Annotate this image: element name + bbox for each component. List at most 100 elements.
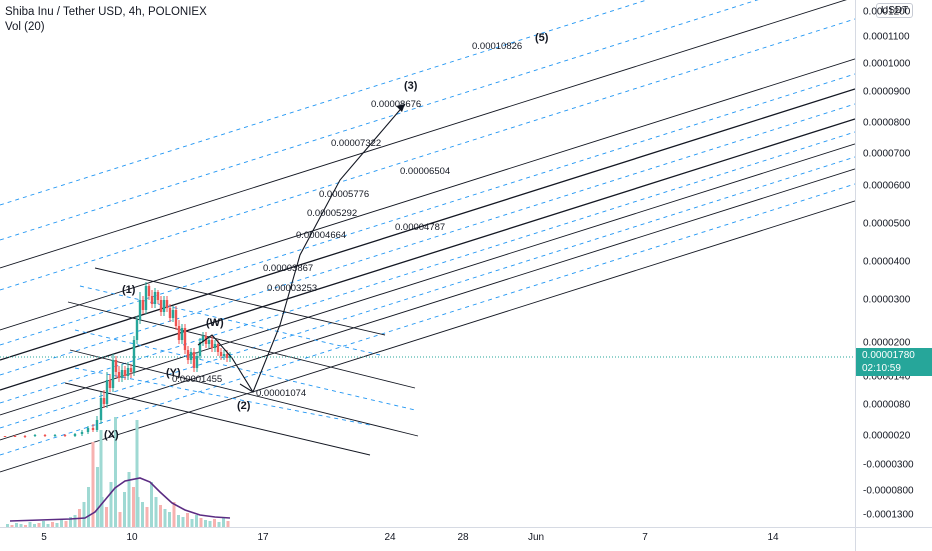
candle-body — [99, 398, 103, 420]
candle-body — [53, 435, 57, 436]
volume-bar — [6, 524, 9, 527]
candle-body — [159, 300, 163, 312]
time-tick-label: 7 — [642, 532, 648, 543]
candle-body — [95, 420, 99, 430]
candle-body — [141, 300, 145, 310]
wave-arrowhead — [396, 104, 405, 112]
fib-dashed-line — [0, 18, 855, 291]
candle-body — [186, 350, 190, 360]
wave-label: (2) — [237, 400, 251, 412]
volume-bar — [195, 515, 198, 527]
volume-bar — [118, 512, 122, 527]
candle-body — [189, 352, 193, 360]
volume-bar — [64, 521, 68, 527]
time-tick-label: 17 — [257, 532, 269, 543]
channel-line — [0, 0, 847, 269]
volume-bar — [199, 518, 203, 527]
volume-bar — [168, 512, 171, 527]
candle-body — [91, 428, 95, 430]
descending-fib-line — [79, 285, 381, 356]
candle-body — [171, 310, 175, 318]
volume-bar — [24, 525, 27, 527]
descending-fib-line — [74, 367, 371, 426]
wave-path — [197, 103, 406, 394]
candle-body — [102, 398, 106, 404]
volume-bar — [28, 522, 32, 527]
fib-dashed-line — [0, 183, 855, 456]
candle-body — [180, 328, 184, 340]
price-axis[interactable]: USDT 0.0001200 0.0001100 0.0001000 0.000090… — [855, 0, 932, 527]
candle-body — [86, 428, 90, 432]
chart-svg[interactable]: (X) (1) (Y) (W) (2) (3) (5) 0.00010826 0.0000867… — [0, 0, 855, 527]
time-tick-label: 14 — [767, 532, 779, 543]
volume-bar — [145, 507, 149, 527]
candle-body — [195, 356, 199, 368]
volume-bar — [132, 487, 135, 527]
volume-bar — [105, 507, 108, 527]
price-level-label: 0.00004664 — [296, 230, 346, 241]
candle-body — [111, 360, 115, 388]
volume-bar — [154, 497, 158, 527]
candle-body — [123, 370, 127, 376]
candle-body — [108, 380, 112, 388]
bar-countdown: 02:10:59 — [862, 363, 901, 374]
candle-body — [213, 344, 217, 348]
channel-line — [0, 168, 855, 441]
price-candles — [3, 282, 232, 438]
axis-corner — [855, 527, 932, 551]
volume-bar — [213, 519, 216, 527]
volume-bar — [204, 520, 207, 527]
volume-bar — [226, 521, 230, 527]
volume-bar — [73, 515, 77, 527]
volume-bar — [163, 509, 167, 527]
descending-channel-lines — [64, 267, 419, 456]
candle-body — [147, 286, 151, 296]
price-level-label: 0.00006504 — [400, 166, 450, 177]
fib-dashed-line — [0, 103, 855, 376]
price-tick-label: 0.0000700 — [863, 148, 911, 160]
time-axis[interactable]: 5 10 17 24 28 Jun 7 14 — [0, 527, 855, 551]
price-tick-label: 0.0000900 — [863, 86, 911, 98]
channel-line — [0, 88, 855, 361]
wave-segment — [239, 383, 254, 393]
price-level-label: 0.00005776 — [319, 189, 369, 200]
price-tick-label: -0.0001300 — [863, 509, 914, 521]
price-tick-label: 0.0000200 — [863, 337, 911, 349]
volume-bar — [190, 519, 194, 527]
volume-bar — [159, 505, 162, 527]
candle-body — [225, 354, 229, 358]
currency-button[interactable]: USDT — [876, 3, 914, 18]
price-tick-label: -0.0000800 — [863, 485, 914, 497]
volume-bar — [91, 442, 95, 527]
candle-body — [43, 435, 47, 436]
price-tick-label: -0.0000300 — [863, 459, 914, 471]
volume-bar — [177, 515, 180, 527]
candle-body — [201, 336, 205, 342]
candle-body — [219, 352, 223, 356]
volume-bar — [10, 525, 14, 527]
price-level-label: 0.00004787 — [395, 222, 445, 233]
last-price-value: 0.00001780 — [862, 350, 915, 361]
chart-area[interactable]: (X) (1) (Y) (W) (2) (3) (5) 0.00010826 0.0000867… — [0, 0, 855, 527]
channel-line — [0, 58, 855, 331]
wave-label: (X) — [104, 429, 119, 441]
candle-body — [126, 368, 130, 376]
time-tick-label: 28 — [457, 532, 469, 543]
candle-body — [207, 340, 211, 344]
price-level-label: 0.00001074 — [256, 388, 306, 399]
price-level-label: 0.00005292 — [307, 208, 357, 219]
volume-bar — [37, 523, 41, 527]
volume-bar — [69, 517, 72, 527]
candle-body — [114, 360, 118, 372]
candle-body — [135, 320, 139, 340]
channel-line — [0, 143, 855, 416]
price-level-label: 0.00003867 — [263, 263, 313, 274]
candle-body — [162, 300, 166, 312]
symbol-title: Shiba Inu / Tether USD, 4h, POLONIEX — [5, 6, 207, 18]
descending-channel-line — [67, 301, 416, 389]
price-tick-label: 0.0001000 — [863, 58, 911, 70]
candle-body — [117, 372, 121, 378]
candle-body — [138, 300, 142, 320]
fib-dashed-line — [0, 131, 855, 404]
volume-bar — [181, 517, 185, 527]
